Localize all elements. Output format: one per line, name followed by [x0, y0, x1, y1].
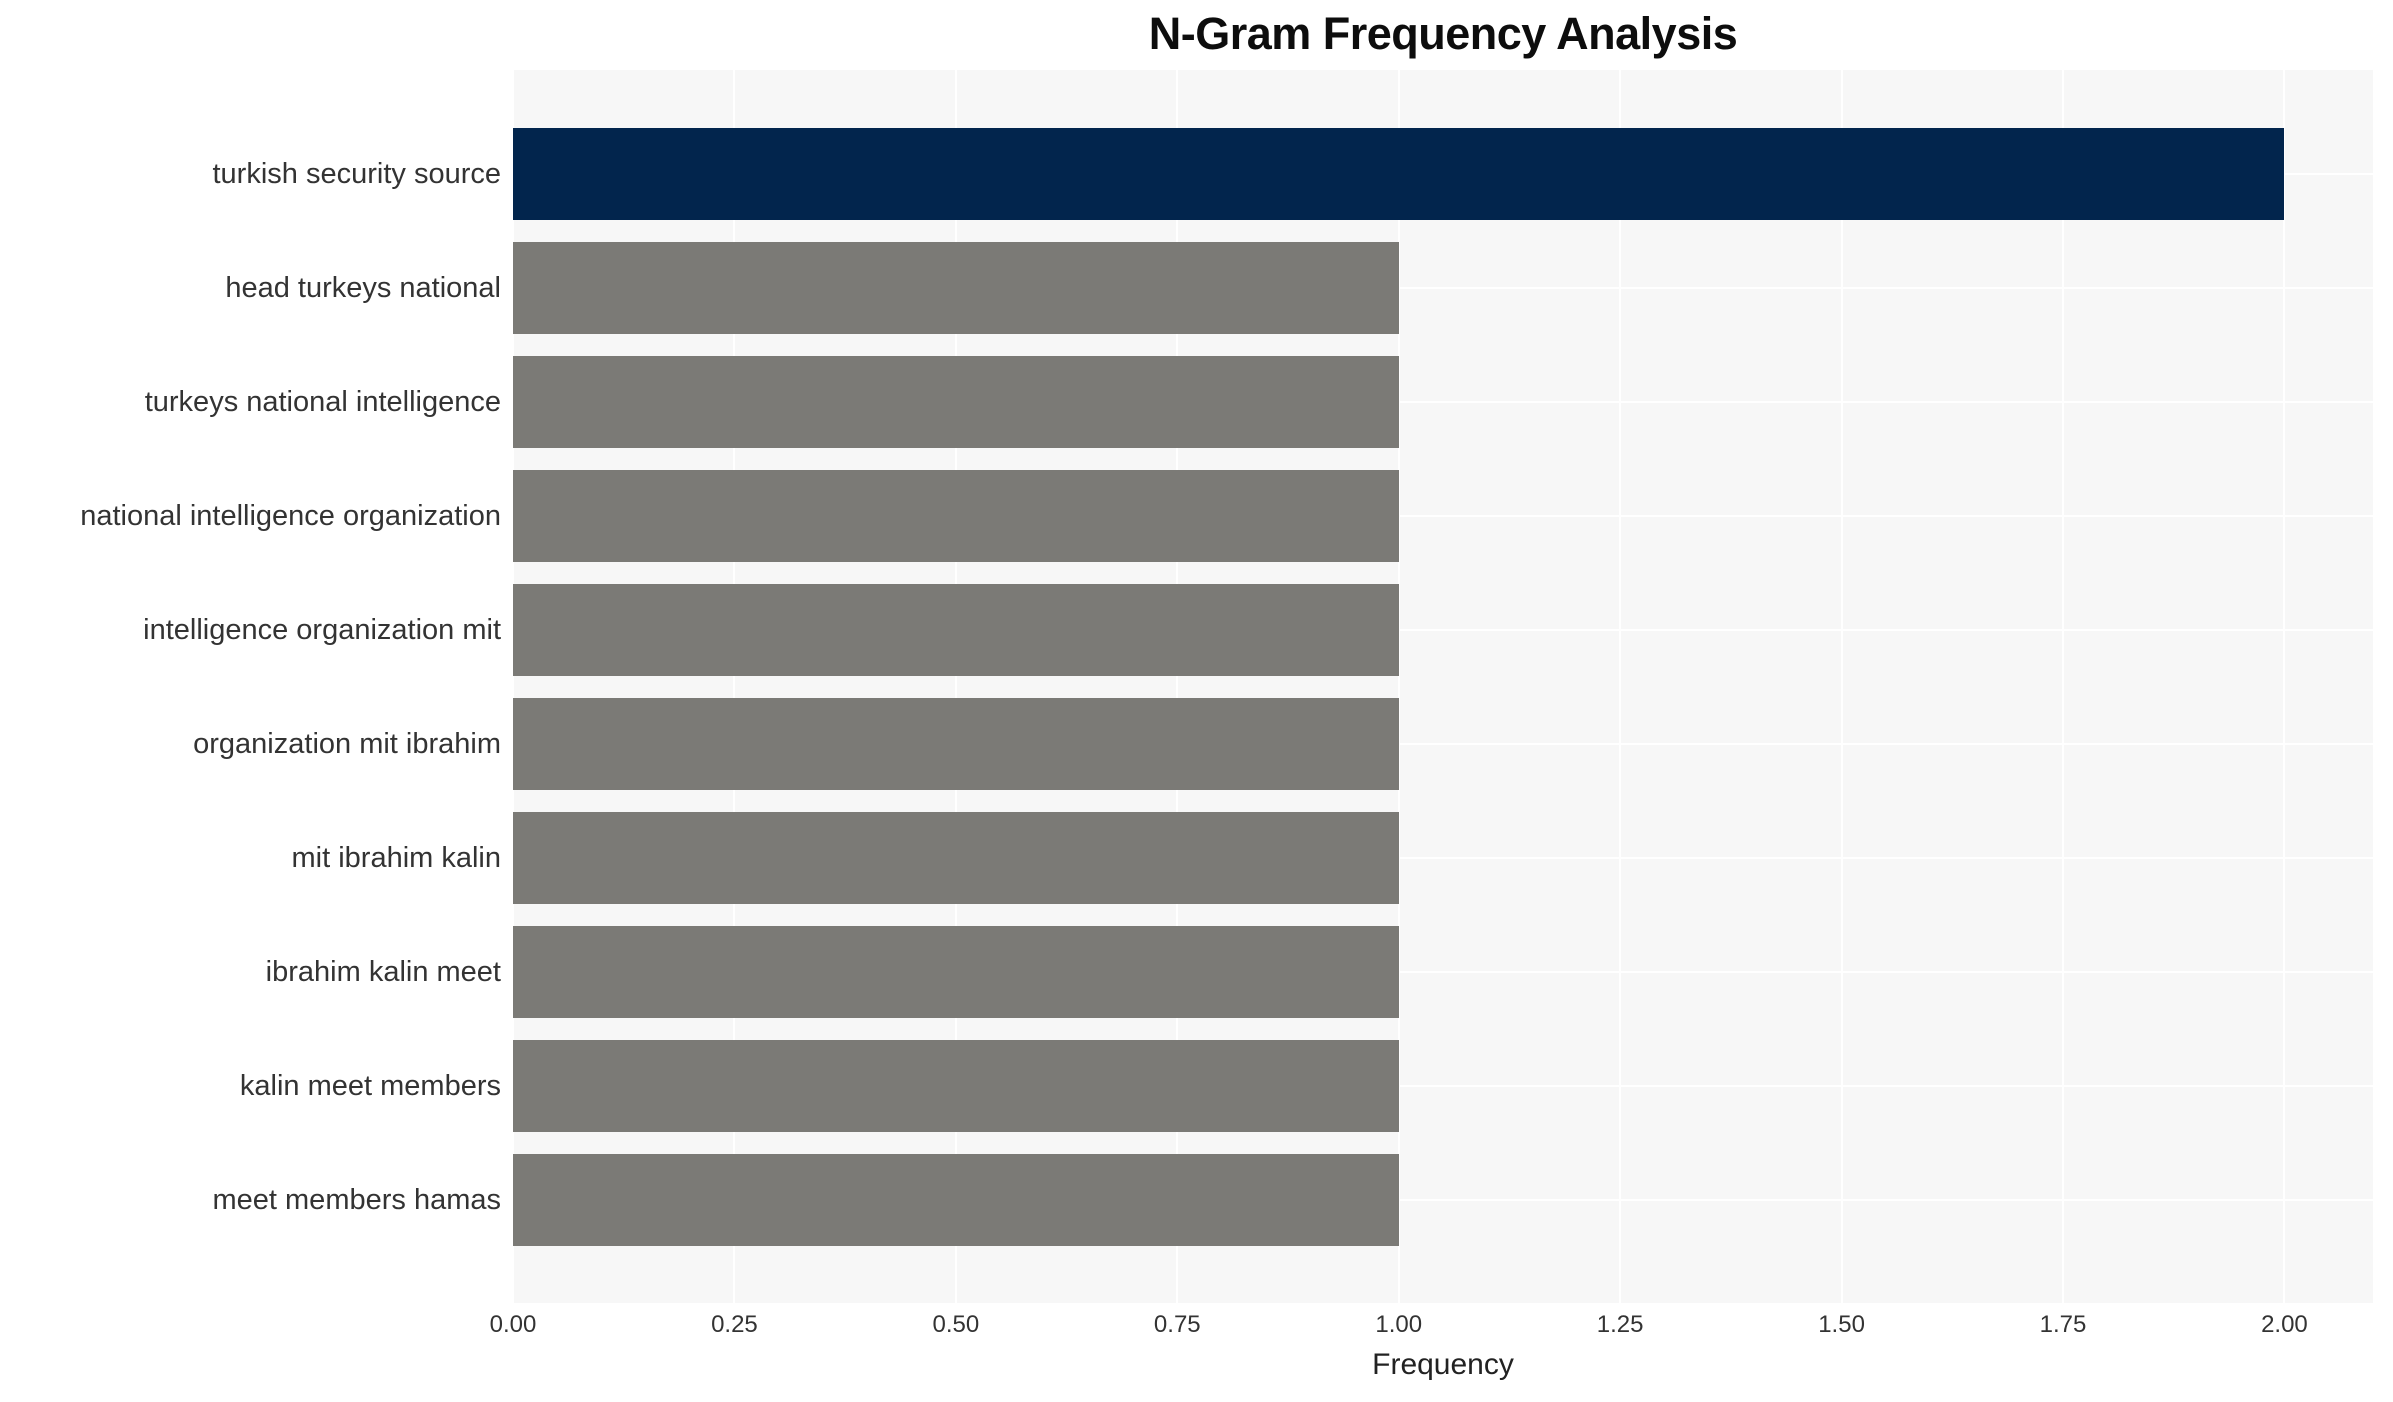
x-tick-label: 1.00 [1375, 1311, 1423, 1338]
y-tick-label: ibrahim kalin meet [265, 956, 501, 988]
bar [513, 926, 1399, 1018]
y-gridline [513, 1199, 2373, 1201]
bar [513, 698, 1399, 790]
y-gridline [513, 971, 2373, 973]
chart-title: N-Gram Frequency Analysis [1148, 8, 1738, 59]
plot-area [512, 70, 2373, 1303]
x-gridline [1397, 70, 1400, 1303]
x-tick-label: 1.50 [1818, 1311, 1865, 1338]
x-gridline [1840, 70, 1843, 1303]
y-tick-label: intelligence organization mit [143, 614, 501, 646]
bar [513, 470, 1399, 562]
bar [513, 584, 1399, 676]
bar [513, 1154, 1399, 1246]
y-gridline [513, 515, 2373, 517]
bar [513, 128, 2285, 220]
y-tick-label: mit ibrahim kalin [291, 842, 502, 874]
x-gridline [733, 70, 736, 1303]
x-tick-label: 1.75 [2039, 1311, 2087, 1338]
y-gridline [513, 287, 2373, 289]
x-gridline [1619, 70, 1622, 1303]
x-tick-label: 2.00 [2261, 1311, 2308, 1338]
bar [513, 812, 1399, 904]
bar [513, 242, 1399, 334]
y-gridline [513, 743, 2373, 745]
x-gridline [954, 70, 957, 1303]
y-tick-label: kalin meet members [239, 1070, 501, 1102]
y-tick-label: meet members hamas [212, 1184, 502, 1216]
x-tick-label: 0.50 [932, 1311, 980, 1338]
y-tick-label: national intelligence organization [80, 500, 501, 532]
x-tick-label: 0.25 [711, 1311, 758, 1338]
x-gridline [2283, 70, 2286, 1303]
x-axis-title: Frequency [1372, 1348, 1514, 1381]
y-tick-label: turkeys national intelligence [144, 386, 501, 418]
x-tick-label: 0.00 [489, 1311, 537, 1338]
y-tick-label: head turkeys national [225, 272, 501, 304]
y-gridline [513, 1085, 2373, 1087]
bar [513, 1040, 1399, 1132]
x-gridline [2062, 70, 2064, 1303]
bar [513, 356, 1399, 448]
y-tick-label: organization mit ibrahim [193, 728, 501, 760]
x-gridline [1176, 70, 1179, 1303]
x-tick-label: 1.25 [1596, 1311, 1644, 1338]
x-gridline [512, 70, 514, 1303]
y-tick-label: turkish security source [212, 158, 502, 190]
y-gridline [513, 401, 2373, 403]
x-tick-label: 0.75 [1153, 1311, 1201, 1338]
y-gridline [513, 629, 2373, 631]
y-gridline [513, 857, 2373, 859]
